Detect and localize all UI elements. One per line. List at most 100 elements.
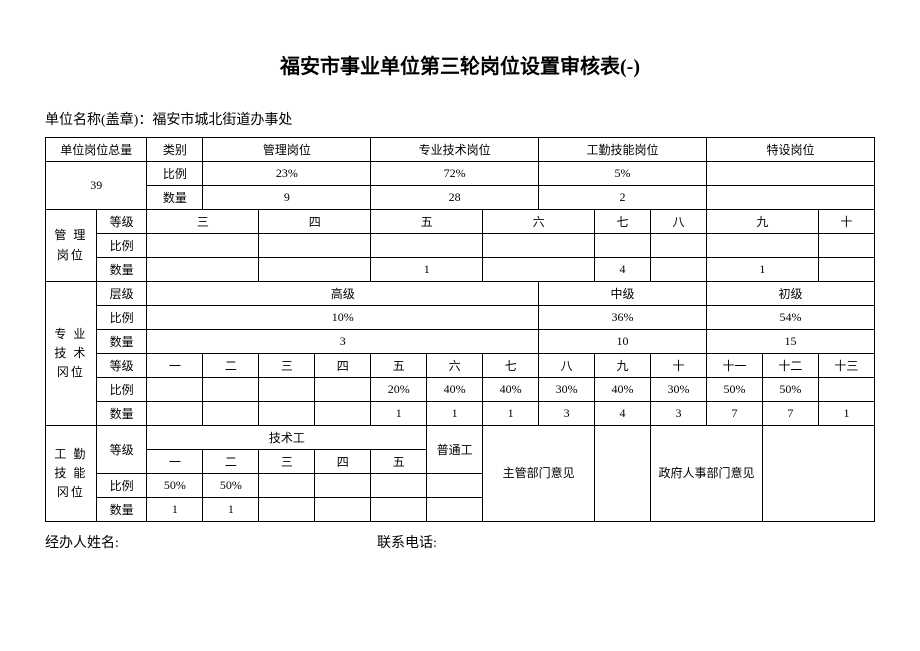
lr2: 50%: [203, 474, 259, 498]
tr3: [259, 378, 315, 402]
count-special: [706, 186, 874, 210]
hdr-total: 单位岗位总量: [46, 138, 147, 162]
tr11: 50%: [706, 378, 762, 402]
side-tech: 专 业技 术冈位: [46, 282, 97, 426]
tc10: 3: [651, 402, 707, 426]
ll5: 五: [371, 450, 427, 474]
lr5: [371, 474, 427, 498]
ratio-special: [706, 162, 874, 186]
lr4: [315, 474, 371, 498]
ratio-labor: 5%: [539, 162, 707, 186]
tech-senior-count: 3: [147, 330, 539, 354]
mgmt-c8: [651, 258, 707, 282]
labor-general-ratio: [427, 474, 483, 498]
tr6: 40%: [427, 378, 483, 402]
tech-level-label: 等级: [96, 354, 147, 378]
mgmt-l5: 五: [371, 210, 483, 234]
count-tech: 28: [371, 186, 539, 210]
lr3: [259, 474, 315, 498]
lr1: 50%: [147, 474, 203, 498]
lc4: [315, 498, 371, 522]
hdr-special: 特设岗位: [706, 138, 874, 162]
mgmt-r7: [595, 234, 651, 258]
tl3: 三: [259, 354, 315, 378]
tl13: 十三: [818, 354, 874, 378]
tl7: 七: [483, 354, 539, 378]
mgmt-c9: 1: [706, 258, 818, 282]
gov-hr-blank: [762, 426, 874, 522]
tc5: 1: [371, 402, 427, 426]
tl12: 十二: [762, 354, 818, 378]
handler-label: 经办人姓名:: [45, 532, 377, 552]
unit-name: 单位名称(盖章)：福安市城北街道办事处: [45, 109, 875, 129]
lc2: 1: [203, 498, 259, 522]
supervisor-blank: [595, 426, 651, 522]
mgmt-ratio-label: 比例: [96, 234, 147, 258]
count-mgmt: 9: [203, 186, 371, 210]
mgmt-c4: [259, 258, 371, 282]
ratio-mgmt: 23%: [203, 162, 371, 186]
tl10: 十: [651, 354, 707, 378]
label-count: 数量: [147, 186, 203, 210]
tc13: 1: [818, 402, 874, 426]
tech-level-count-label: 数量: [96, 402, 147, 426]
ll4: 四: [315, 450, 371, 474]
tr12: 50%: [762, 378, 818, 402]
hdr-labor: 工勤技能岗位: [539, 138, 707, 162]
tc11: 7: [706, 402, 762, 426]
tr8: 30%: [539, 378, 595, 402]
tech-junior-ratio: 54%: [706, 306, 874, 330]
ratio-tech: 72%: [371, 162, 539, 186]
tech-junior: 初级: [706, 282, 874, 306]
tc4: [315, 402, 371, 426]
mgmt-c10: [818, 258, 874, 282]
mgmt-r10: [818, 234, 874, 258]
tech-mid-count: 10: [539, 330, 707, 354]
mgmt-l7: 七: [595, 210, 651, 234]
gov-hr-opinion: 政府人事部门意见: [651, 426, 763, 522]
ll1: 一: [147, 450, 203, 474]
tr10: 30%: [651, 378, 707, 402]
tr1: [147, 378, 203, 402]
tl6: 六: [427, 354, 483, 378]
labor-level-label: 等级: [96, 426, 147, 474]
tc2: [203, 402, 259, 426]
mgmt-c5: 1: [371, 258, 483, 282]
hdr-category: 类别: [147, 138, 203, 162]
tl8: 八: [539, 354, 595, 378]
footer: 经办人姓名: 联系电话:: [45, 532, 875, 552]
ll2: 二: [203, 450, 259, 474]
main-table: 单位岗位总量 类别 管理岗位 专业技术岗位 工勤技能岗位 特设岗位 39 比例 …: [45, 137, 875, 522]
mgmt-l9: 九: [706, 210, 818, 234]
phone-label: 联系电话:: [377, 532, 709, 552]
labor-general-count: [427, 498, 483, 522]
mgmt-l6: 六: [483, 210, 595, 234]
mgmt-r4: [259, 234, 371, 258]
mgmt-r5: [371, 234, 483, 258]
tech-tier-label: 层级: [96, 282, 147, 306]
tech-level-ratio-label: 比例: [96, 378, 147, 402]
hdr-tech: 专业技术岗位: [371, 138, 539, 162]
lc1: 1: [147, 498, 203, 522]
tech-mid: 中级: [539, 282, 707, 306]
lc3: [259, 498, 315, 522]
tc6: 1: [427, 402, 483, 426]
tech-mid-ratio: 36%: [539, 306, 707, 330]
tr9: 40%: [595, 378, 651, 402]
tr5: 20%: [371, 378, 427, 402]
mgmt-r9: [706, 234, 818, 258]
side-mgmt: 管 理岗位: [46, 210, 97, 282]
tr2: [203, 378, 259, 402]
mgmt-l8: 八: [651, 210, 707, 234]
tl1: 一: [147, 354, 203, 378]
supervisor-opinion: 主管部门意见: [483, 426, 595, 522]
tl11: 十一: [706, 354, 762, 378]
tech-senior: 高级: [147, 282, 539, 306]
ll3: 三: [259, 450, 315, 474]
mgmt-l10: 十: [818, 210, 874, 234]
labor-count-label: 数量: [96, 498, 147, 522]
labor-general: 普通工: [427, 426, 483, 474]
side-labor: 工 勤技 能冈位: [46, 426, 97, 522]
tc8: 3: [539, 402, 595, 426]
mgmt-c6: [483, 258, 595, 282]
